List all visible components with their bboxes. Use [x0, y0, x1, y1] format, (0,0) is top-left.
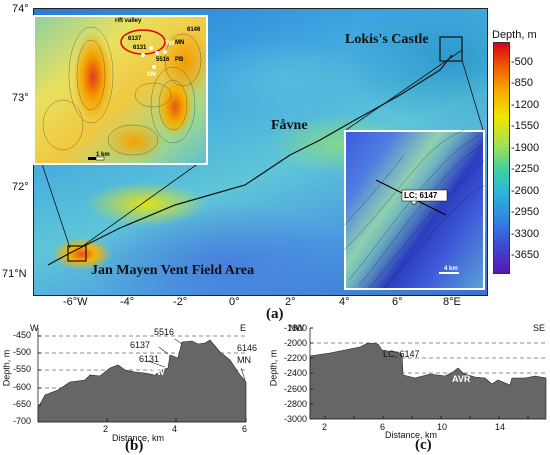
jan-mayen-label: Jan Mayen Vent Field Area [91, 263, 255, 278]
profile-c-xtick: 6 [380, 422, 386, 432]
lon-tick: 6° [392, 296, 403, 308]
inset-label-rift-valley: rift valley [115, 18, 142, 24]
profile-b-xlabel: Distance, km [112, 433, 165, 443]
colorbar-tick: -2600 [511, 185, 540, 197]
inset-label: TW [165, 41, 175, 47]
colorbar-tick: -2250 [511, 163, 540, 175]
connector-line-b2 [461, 59, 484, 131]
inset-label: 5516 [156, 57, 170, 63]
profile-c-ylabel: Depth, m [268, 349, 279, 387]
profile-c-ytick: -2200 [284, 353, 308, 363]
inset-label: 6146 [187, 27, 201, 33]
survey-track [47, 54, 453, 266]
lon-tick: -4° [120, 296, 135, 308]
colorbar-tick: -1550 [511, 120, 540, 132]
profile-c-ytick: -2800 [284, 399, 308, 409]
inset-b-contours [344, 130, 485, 289]
favne-label: Fåvne [271, 118, 308, 133]
panel-label-a: (a) [266, 306, 284, 322]
colorbar-tick: -1900 [511, 142, 540, 154]
jan-mayen-box [67, 245, 87, 262]
profile-b-area [37, 339, 247, 423]
lat-tick: 74° [12, 3, 29, 15]
lokis-castle-label: Lokis's Castle [345, 32, 429, 47]
connector-line-a2 [79, 157, 207, 249]
profile-b-ytick: -500 [13, 347, 32, 357]
profile-b-annotation: TW [152, 368, 165, 377]
profile-b-chart [37, 328, 247, 423]
profile-c-ytick: -2000 [284, 338, 308, 348]
inset-label: 6137 [128, 36, 142, 42]
profile-c-annotation: AVR [452, 374, 471, 384]
lon-tick: -2° [173, 296, 188, 308]
colorbar-tick: -3650 [511, 249, 540, 261]
profile-b-ytick: -600 [13, 382, 32, 392]
colorbar-tick: -1200 [511, 99, 540, 111]
panel-label-c: (c) [415, 437, 432, 453]
profile-c-east: SE [533, 323, 546, 333]
profile-b-annotation: 5516 [154, 327, 175, 337]
profile-b-xtick: 2 [103, 424, 109, 434]
connector-line-b [345, 49, 463, 131]
panel-label-b: (b) [125, 438, 144, 454]
inset-label: 6131 [133, 45, 147, 51]
colorbar-tick: -3300 [511, 228, 540, 240]
profile-c-xlabel: Distance, km [385, 430, 438, 440]
inset-b-scale: 4 km [444, 266, 458, 272]
profile-b-ytick: -650 [13, 399, 32, 409]
colorbar-tick: -500 [511, 56, 534, 68]
profile-b-ylabel: Depth, m [1, 349, 12, 387]
inset-label: MN [175, 40, 185, 46]
profile-b-annotation: 6131 [139, 354, 160, 364]
profile-c-xtick: 2 [322, 422, 328, 432]
lon-tick: 4° [339, 296, 350, 308]
depth-colorbar [493, 42, 510, 274]
profile-c-area [309, 342, 547, 420]
profile-c-west: NW [289, 323, 304, 333]
profile-c-ytick: -2400 [284, 368, 308, 378]
profile-c-xtick: 14 [495, 422, 506, 432]
lon-tick: 2° [285, 296, 296, 308]
lon-tick: 0° [229, 296, 240, 308]
connector-line-a [39, 157, 71, 249]
profile-b-annotation: 6137 [130, 340, 151, 350]
lat-tick: 73° [12, 92, 29, 104]
profile-b-xtick: 4 [172, 424, 178, 434]
profile-c-ytick: -3000 [284, 414, 308, 424]
profile-c-xtick: 10 [437, 422, 448, 432]
lokis-castle-inset [344, 130, 485, 290]
profile-c-chart [309, 327, 547, 420]
profile-b-xtick: 6 [242, 424, 248, 434]
profile-b-ytick: -550 [13, 364, 32, 374]
colorbar-tick: -2950 [511, 206, 540, 218]
colorbar-title: Depth, m [492, 29, 537, 41]
inset-label: PB [175, 57, 184, 63]
profile-c-ytick: -1800 [284, 323, 308, 333]
inset-a-contours [42, 26, 202, 161]
profile-b-west: W [30, 323, 39, 333]
profile-c-annotation: LC; 6147 [383, 349, 420, 359]
lon-tick: -6°W [63, 296, 88, 308]
lat-tick: 71°N [2, 268, 27, 280]
lon-tick: 8°E [443, 296, 461, 308]
profile-b-annotation: MN [237, 355, 251, 365]
profile-c-ytick: -2600 [284, 384, 308, 394]
lokis-box [439, 36, 463, 62]
colorbar-tick: -850 [511, 77, 534, 89]
inset-a-scale: 1 km [96, 152, 110, 158]
profile-b-ytick: -450 [13, 330, 32, 340]
profile-b-east: E [240, 323, 247, 333]
profile-b-ytick: -700 [13, 416, 32, 426]
inset-label: SM [147, 72, 156, 78]
lat-tick: 72° [12, 181, 29, 193]
profile-b-annotation: 6146 [237, 343, 258, 353]
station-label: LC; 6147 [404, 191, 438, 200]
